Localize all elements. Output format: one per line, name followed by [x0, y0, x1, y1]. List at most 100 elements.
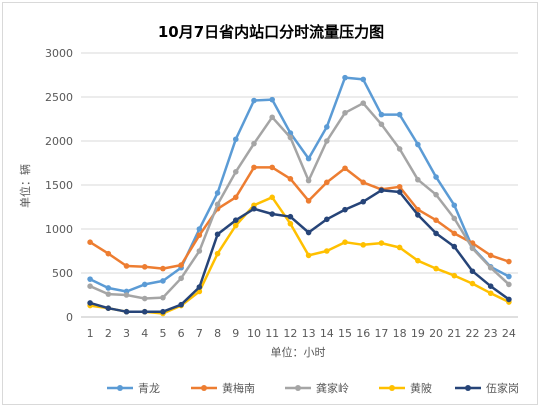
y-tick-label: 1500: [45, 179, 73, 192]
data-point: [324, 248, 330, 254]
data-point: [342, 206, 348, 213]
data-point: [506, 296, 512, 303]
data-point: [287, 134, 294, 141]
data-point: [451, 230, 458, 237]
data-point: [324, 216, 330, 223]
series-line: [89, 189, 510, 313]
legend-label: 青龙: [138, 382, 160, 395]
data-point: [433, 265, 439, 272]
data-point: [141, 281, 148, 288]
data-point: [451, 272, 458, 279]
data-point: [342, 165, 348, 172]
data-point: [469, 268, 476, 275]
data-point: [87, 300, 93, 306]
y-tick-label: 500: [52, 267, 73, 280]
grid-lines: [81, 52, 518, 318]
legend-swatch-marker: [295, 385, 301, 391]
data-point: [123, 308, 130, 315]
x-tick-label: 9: [232, 327, 239, 340]
data-point: [214, 231, 221, 238]
data-point: [324, 124, 330, 130]
x-tick-label: 4: [141, 327, 148, 340]
data-point: [87, 276, 93, 282]
data-point: [214, 250, 221, 257]
data-point: [378, 187, 385, 194]
data-point: [360, 76, 367, 83]
legend-swatch-marker: [117, 385, 123, 391]
data-point: [360, 198, 367, 205]
series-伍家岗: [87, 187, 512, 315]
data-point: [360, 179, 367, 186]
x-tick-label: 19: [411, 327, 425, 340]
data-point: [269, 114, 275, 121]
data-point: [451, 243, 458, 250]
data-point: [269, 96, 275, 103]
legend-label: 黄陂: [410, 381, 432, 395]
data-point: [378, 121, 385, 128]
data-point: [196, 284, 203, 290]
data-point: [433, 217, 439, 223]
data-point: [105, 250, 112, 257]
data-point: [396, 189, 403, 195]
x-tick-label: 16: [356, 327, 370, 340]
data-point: [123, 292, 130, 298]
legend-swatch-marker: [389, 385, 395, 391]
y-tick-label: 2500: [45, 91, 73, 104]
legend-label: 黄梅南: [222, 381, 255, 395]
series-龚家岭: [87, 100, 512, 302]
data-point: [469, 280, 476, 287]
x-tick-label: 5: [159, 327, 166, 340]
data-point: [105, 285, 112, 291]
chart-title: 10月7日省内站口分时流量压力图: [158, 23, 384, 41]
data-point: [196, 226, 203, 232]
data-point: [287, 213, 294, 220]
legend-item: 青龙: [107, 382, 160, 395]
data-point: [342, 74, 348, 81]
x-tick-label: 6: [178, 327, 185, 340]
data-point: [196, 232, 203, 238]
x-tick-label: 1: [87, 327, 94, 340]
x-tick-label: 13: [302, 327, 316, 340]
chart-frame: 10月7日省内站口分时流量压力图 0 500 1000 1500 2000 2500 300…: [2, 2, 538, 405]
data-point: [251, 205, 257, 212]
data-point: [324, 179, 330, 186]
data-point: [305, 177, 312, 184]
data-point: [160, 265, 166, 272]
data-point: [269, 211, 275, 217]
data-point: [232, 194, 239, 201]
legend-label: 伍家岗: [486, 381, 519, 395]
data-point: [415, 212, 421, 218]
data-point: [396, 183, 403, 190]
data-point: [214, 190, 221, 196]
data-point: [415, 257, 421, 264]
data-point: [415, 141, 421, 148]
x-tick-labels: 1 2 3 4 5 6 7 8 9 10 11 12 13 14 15 16 17 18 19 20 21 22 23 24: [87, 327, 516, 340]
data-point: [487, 252, 494, 259]
series-line: [89, 196, 510, 315]
data-point: [305, 198, 312, 204]
data-point: [433, 230, 439, 237]
legend-swatch-marker: [465, 385, 471, 391]
data-point: [251, 164, 257, 171]
data-point: [433, 174, 439, 180]
legend-item: 黄梅南: [191, 381, 255, 395]
data-point: [232, 136, 239, 143]
data-point: [105, 305, 112, 312]
x-tick-label: 3: [123, 327, 130, 340]
x-tick-label: 24: [502, 327, 516, 340]
data-point: [360, 242, 367, 248]
line-chart: 10月7日省内站口分时流量压力图 0 500 1000 1500 2000 2500 300…: [18, 23, 519, 395]
data-point: [160, 278, 166, 284]
data-point: [141, 264, 148, 270]
data-point: [87, 283, 93, 290]
x-tick-label: 18: [393, 327, 407, 340]
legend-item: 伍家岗: [455, 381, 519, 395]
data-point: [305, 252, 312, 259]
x-tick-label: 11: [265, 327, 279, 340]
data-point: [433, 191, 439, 198]
data-point: [415, 176, 421, 183]
y-axis-label: 单位：辆: [18, 164, 32, 208]
series-黄梅南: [87, 164, 512, 272]
y-tick-label: 0: [66, 311, 73, 324]
data-point: [506, 258, 512, 265]
